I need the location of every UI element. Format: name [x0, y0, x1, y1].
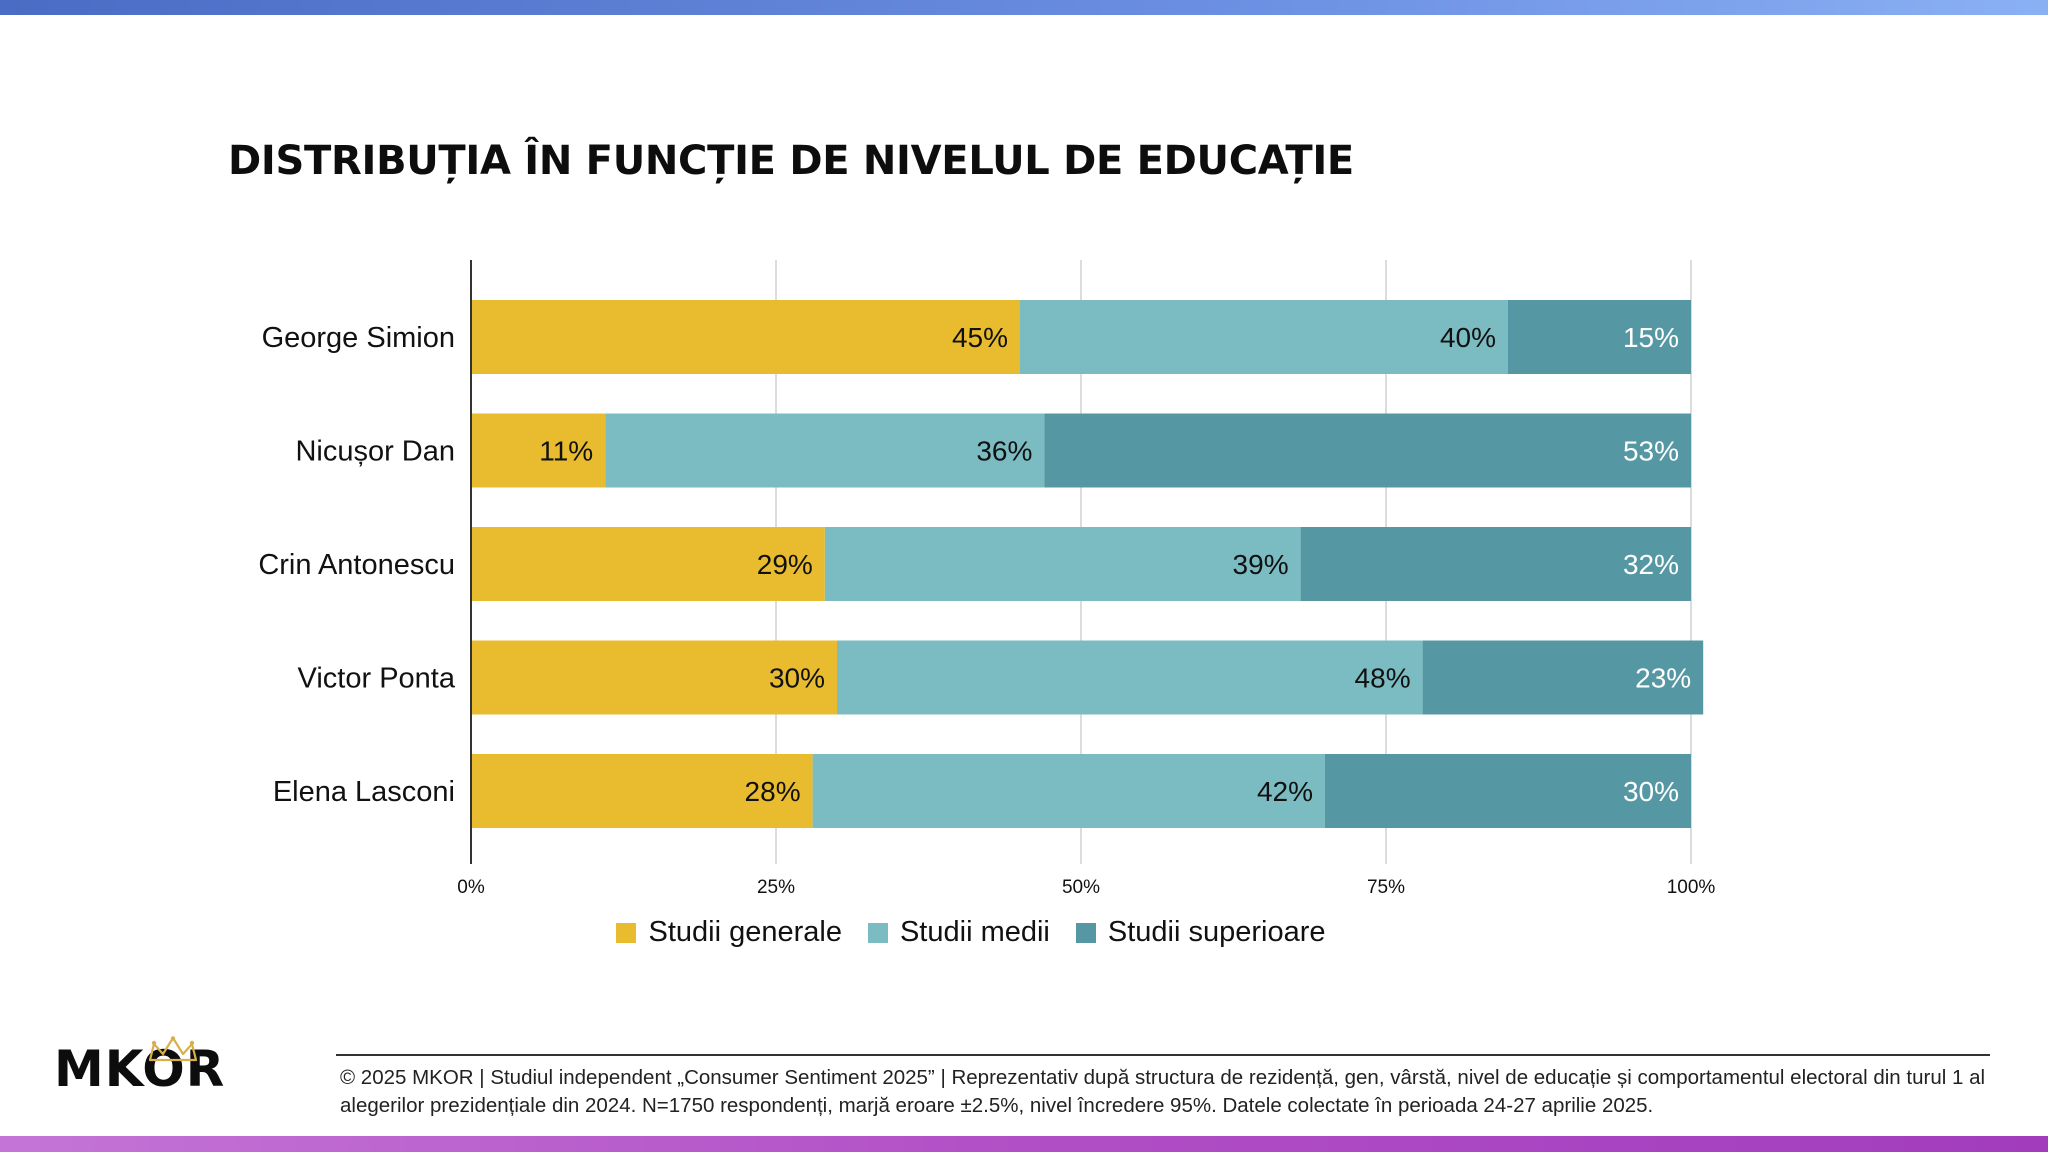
legend-swatch-studii-superioare	[1075, 922, 1096, 943]
legend-item-studii-superioare: Studii superioare	[1075, 916, 1326, 949]
data-label: 53%	[1623, 436, 1679, 467]
legend-item-studii-generale: Studii generale	[616, 916, 842, 949]
bar-crin-antonescu-series-1	[824, 527, 1301, 601]
mkor-logo: MKOR	[54, 1040, 226, 1098]
category-label: Crin Antonescu	[258, 549, 455, 581]
bar-elena-lasconi-series-0	[471, 754, 813, 828]
data-label: 23%	[1635, 663, 1691, 694]
category-label: Victor Ponta	[298, 663, 456, 695]
bar-george-simion-series-2	[1508, 300, 1691, 374]
data-label: 11%	[539, 436, 593, 467]
legend-label-studii-superioare: Studii superioare	[1107, 916, 1326, 948]
data-label: 39%	[1233, 549, 1289, 580]
bar-elena-lasconi-series-1	[812, 754, 1325, 828]
legend-label-studii-generale: Studii generale	[648, 916, 842, 948]
data-label: 40%	[1440, 322, 1496, 353]
data-label: 30%	[1623, 776, 1679, 807]
top-gradient-bar	[0, 0, 2048, 15]
x-tick-label: 25%	[757, 877, 795, 898]
data-label: 30%	[769, 663, 825, 694]
chart-legend: Studii generale Studii medii Studii supe…	[0, 916, 2048, 949]
stacked-bar-chart: 45% 40% 15% George Simion 11% 36% 53% Nicușor D…	[258, 260, 1716, 898]
bottom-gradient-bar	[0, 1136, 2048, 1152]
x-tick-label: 100%	[1667, 877, 1716, 898]
category-label: Elena Lasconi	[273, 776, 455, 808]
data-label: 48%	[1355, 663, 1411, 694]
data-label: 15%	[1623, 322, 1679, 353]
category-label: Nicușor Dan	[295, 436, 455, 468]
x-tick-label: 50%	[1062, 877, 1100, 898]
bar-victor-ponta-series-1	[837, 640, 1423, 715]
legend-swatch-studii-medii	[867, 922, 888, 943]
legend-item-studii-medii: Studii medii	[867, 916, 1050, 949]
data-label: 36%	[976, 436, 1032, 467]
bar-elena-lasconi-series-2	[1325, 754, 1691, 828]
data-label: 42%	[1257, 776, 1313, 807]
data-label: 28%	[745, 776, 801, 807]
bar-crin-antonescu-series-2	[1300, 527, 1691, 601]
footer-divider	[336, 1054, 1990, 1056]
crown-icon	[148, 1036, 198, 1062]
footer-disclaimer: © 2025 MKOR | Studiul independent „Consu…	[340, 1066, 1986, 1117]
x-tick-label: 0%	[457, 877, 485, 898]
data-label: 45%	[952, 322, 1008, 353]
x-tick-label: 75%	[1367, 877, 1405, 898]
data-label: 32%	[1623, 549, 1679, 580]
legend-label-studii-medii: Studii medii	[899, 916, 1050, 948]
bar-george-simion-series-0	[471, 300, 1020, 374]
bar-crin-antonescu-series-0	[471, 527, 825, 601]
data-label: 29%	[757, 549, 813, 580]
bar-nicușor-dan-series-2	[1044, 413, 1691, 488]
bar-nicușor-dan-series-0	[471, 413, 606, 488]
bar-victor-ponta-series-2	[1422, 640, 1704, 715]
chart-title: DISTRIBUȚIA ÎN FUNCȚIE DE NIVELUL DE EDU…	[228, 138, 1354, 184]
legend-swatch-studii-generale	[616, 922, 637, 943]
bar-george-simion-series-1	[1020, 300, 1508, 374]
category-label: George Simion	[262, 322, 455, 354]
bar-nicușor-dan-series-1	[605, 413, 1045, 488]
bar-victor-ponta-series-0	[471, 640, 837, 715]
